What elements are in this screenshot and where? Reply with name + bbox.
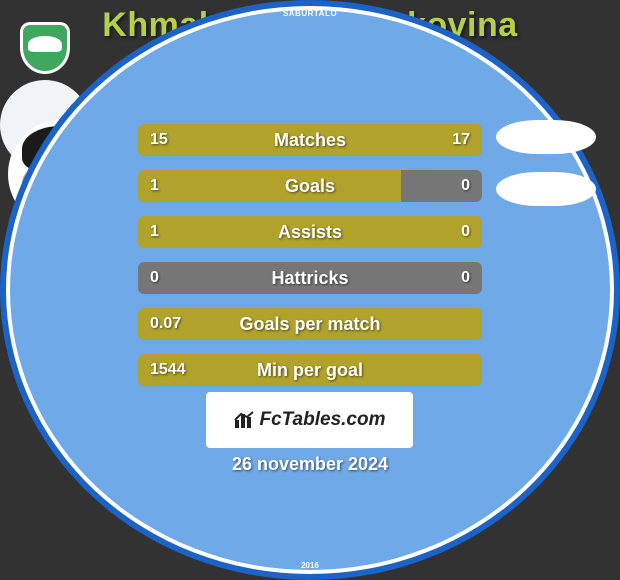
stat-row: Goals per match0.07 <box>0 304 620 350</box>
stat-row: Hattricks0 0 <box>0 258 620 304</box>
stat-value-left: 0.07 <box>150 308 181 340</box>
stat-label: Goals per match <box>138 308 482 340</box>
stat-row: Goals1 0 <box>0 166 620 212</box>
stat-label: Min per goal <box>138 354 482 386</box>
footer-date: 26 november 2024 <box>0 454 620 475</box>
stat-label: Goals <box>138 170 482 202</box>
stat-label: Assists <box>138 216 482 248</box>
stat-label: Hattricks <box>138 262 482 294</box>
chart-icon <box>233 410 255 430</box>
branding-badge: FcTables.com <box>206 392 413 448</box>
stat-row: Assists1 0 <box>0 212 620 258</box>
stat-value-left: 15 <box>150 124 168 156</box>
stat-row: Matches15 17 <box>0 120 620 166</box>
stat-value-left: 1 <box>150 170 159 202</box>
stat-value-right: 0 <box>461 170 470 202</box>
branding-text: FcTables.com <box>259 409 385 431</box>
stat-row: Min per goal1544 <box>0 350 620 396</box>
stat-label: Matches <box>138 124 482 156</box>
stat-value-right: 0 <box>461 262 470 294</box>
comparison-infographic: Khmaladze vs Markovina Club competitions… <box>0 0 620 580</box>
stat-value-right: 0 <box>461 216 470 248</box>
stat-value-left: 1544 <box>150 354 186 386</box>
stat-value-left: 0 <box>150 262 159 294</box>
stats-container: Matches1517Goals10Assists10Hattricks00Go… <box>0 120 620 396</box>
stat-value-right: 17 <box>452 124 470 156</box>
stat-value-left: 1 <box>150 216 159 248</box>
